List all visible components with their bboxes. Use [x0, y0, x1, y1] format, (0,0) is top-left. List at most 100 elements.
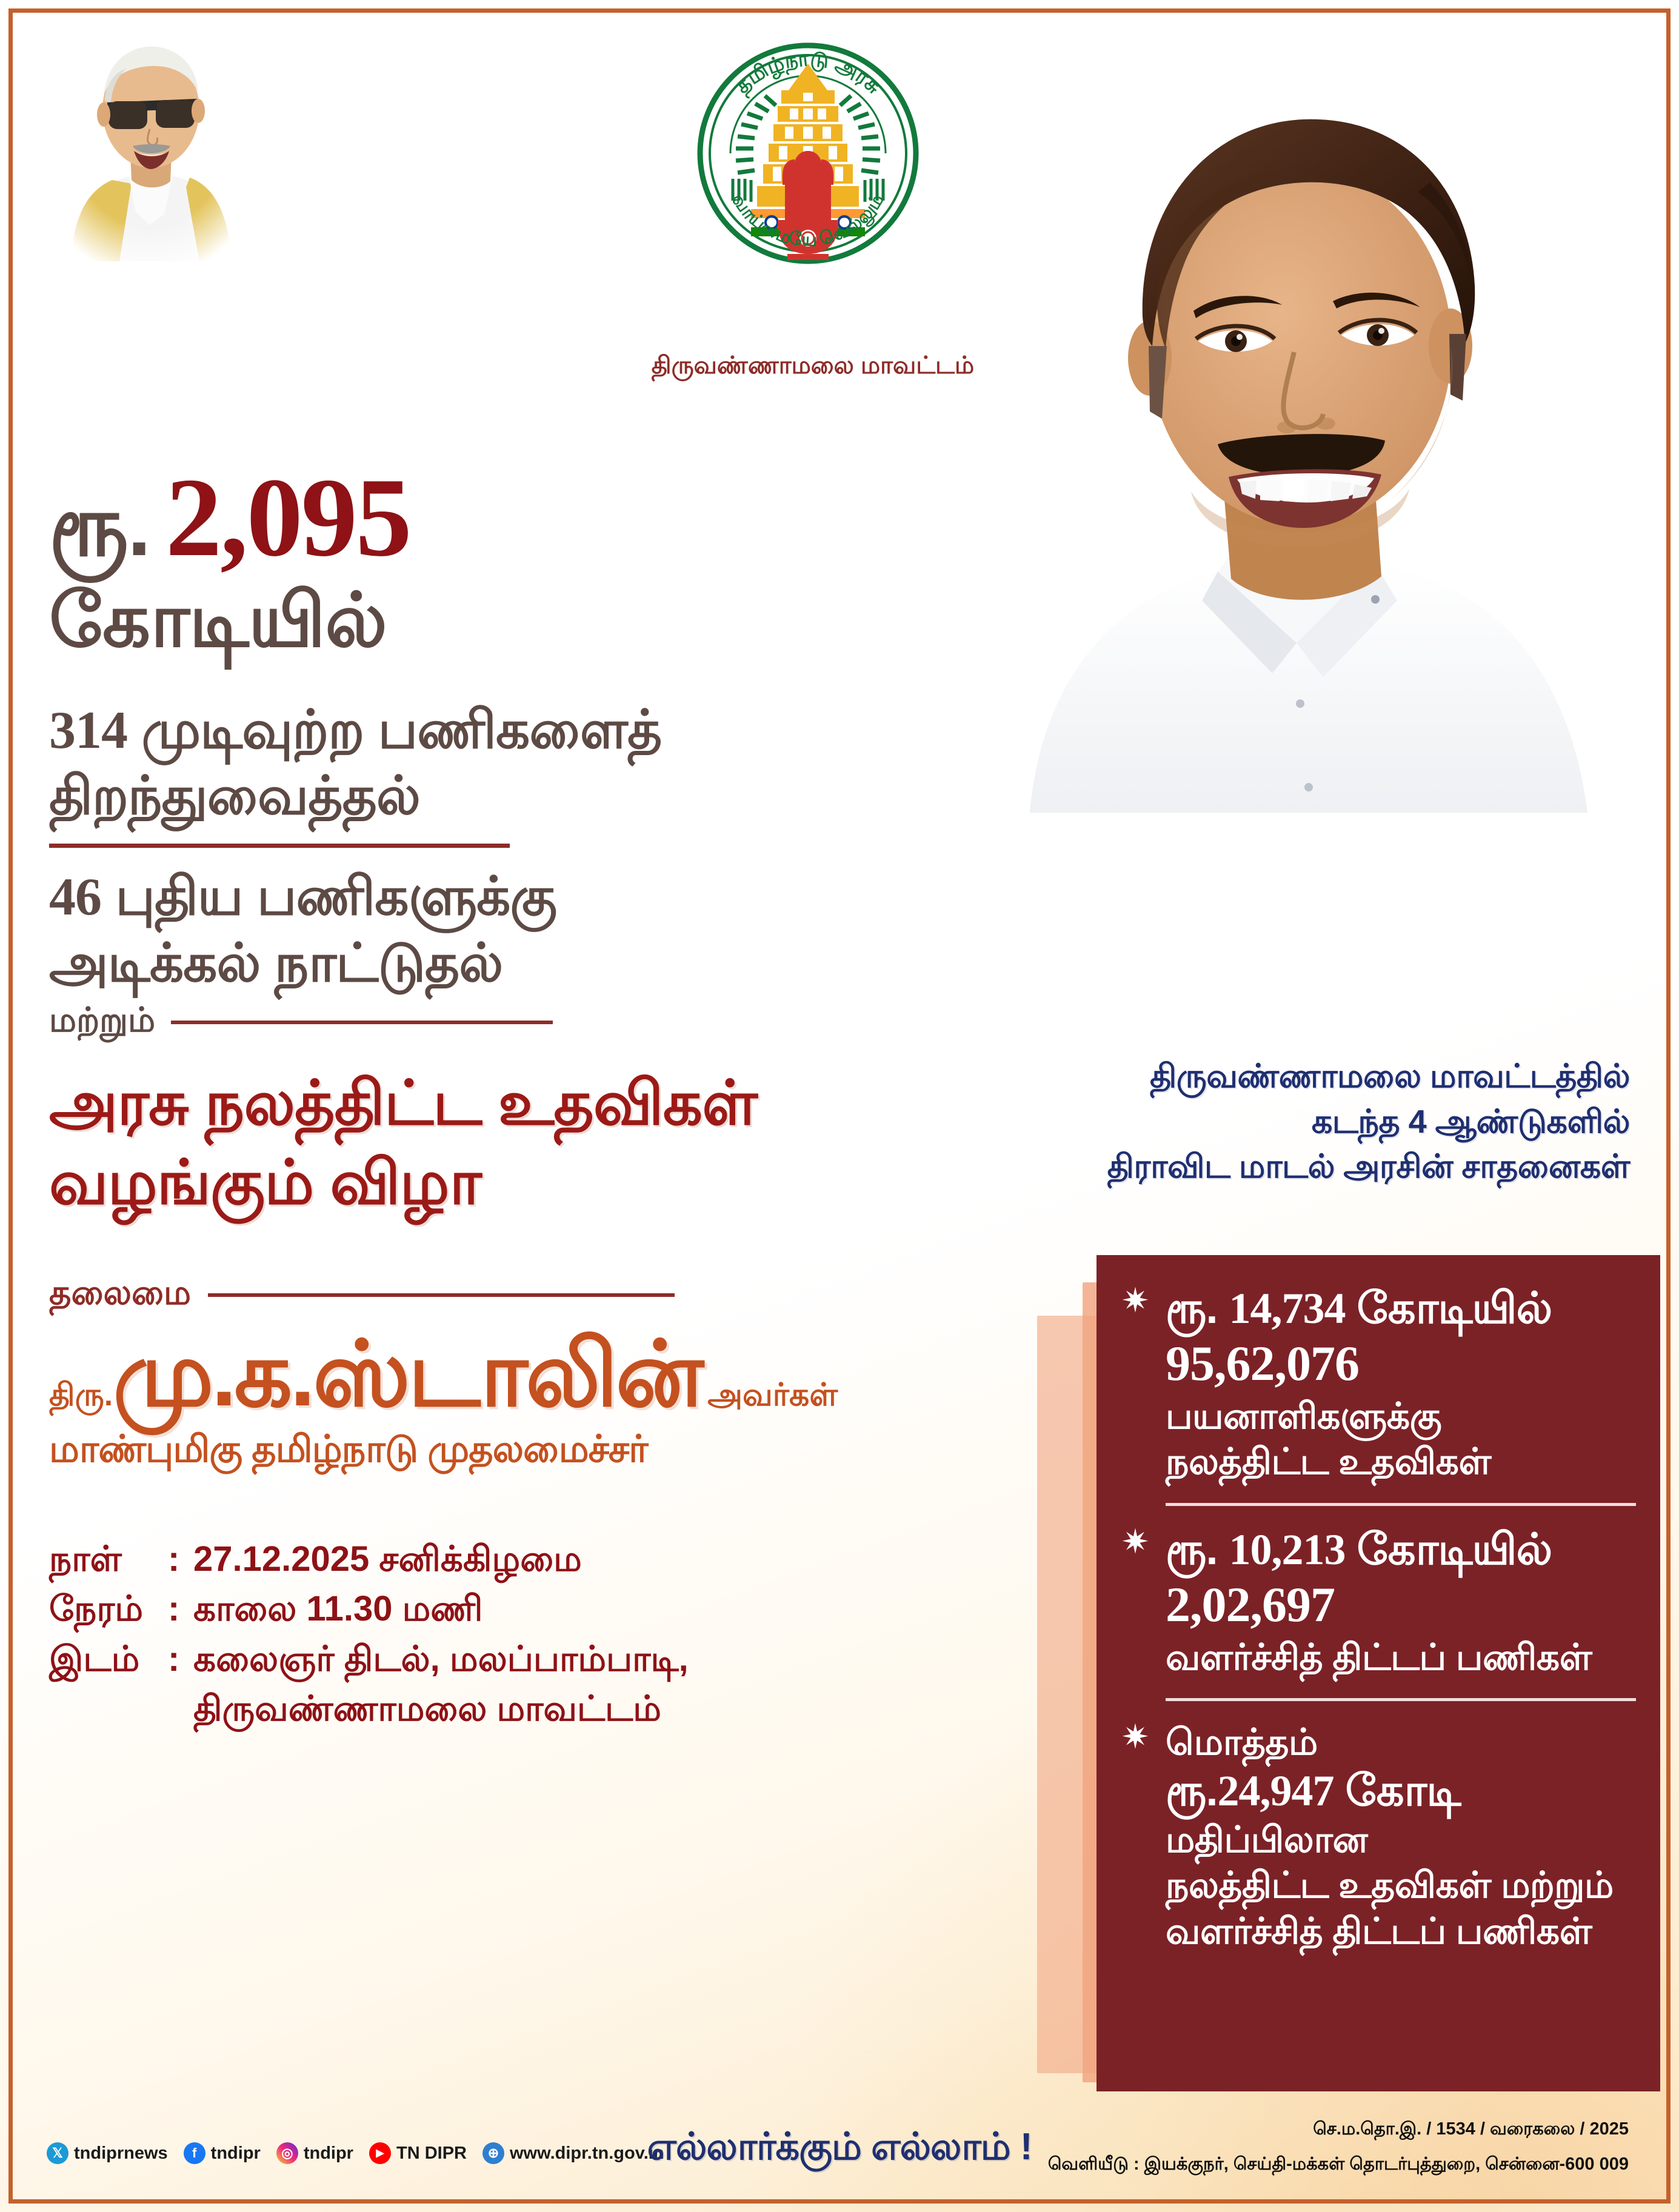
social-handle-youtube: TN DIPR: [396, 2143, 467, 2163]
stat-amount-suffix-3: கோடி: [1345, 1766, 1461, 1815]
stat-amount-line-3: ரூ.24,947 கோடி: [1166, 1765, 1636, 1817]
stat-rupee-prefix-1: ரூ.: [1166, 1284, 1218, 1333]
facebook-icon: f: [183, 2142, 205, 2164]
new-works-line2: அடிக்கல் நாட்டுதல்: [49, 932, 503, 993]
karunanidhi-portrait: [49, 25, 249, 261]
stat-amount-value-2: 10,213: [1229, 1525, 1346, 1574]
detail-key-time: நேரம்: [49, 1589, 144, 1629]
stat-count-1: 95,62,076: [1166, 1335, 1360, 1391]
crore-word: கோடியில்: [49, 579, 387, 662]
detail-colon-1: :: [168, 1539, 180, 1579]
social-item-youtube[interactable]: ▶ TN DIPR: [369, 2142, 467, 2164]
social-handle-instagram: tndipr: [303, 2143, 353, 2163]
detail-value-venue-line2: திருவண்ணாமலை மாவட்டம்: [193, 1689, 661, 1729]
poster-frame: தமிழ்நாடு அரசு வாய்மையே வெல்லும் திருவண்…: [8, 8, 1671, 2204]
detail-row-time: நேரம் : காலை 11.30 மணி: [49, 1584, 995, 1634]
stat-desc-3a: மதிப்பிலான: [1166, 1819, 1368, 1860]
chair-divider-row: தலைமை: [49, 1273, 995, 1317]
rupee-word: ரூ.: [49, 478, 151, 573]
detail-colon-3: :: [168, 1639, 180, 1679]
chair-label: தலைமை: [49, 1273, 192, 1312]
detail-row-date: நாள் : 27.12.2025 சனிக்கிழமை: [49, 1534, 995, 1584]
cm-name-suffix: அவர்கள்: [707, 1378, 838, 1413]
completed-works-line2: திறந்துவைத்தல்: [49, 765, 421, 825]
event-title-line1: அரசு நலத்திட்ட உதவிகள்: [49, 1068, 758, 1138]
star-bullet-icon-3: ✷: [1121, 1717, 1150, 1756]
stat-item-development: ✷ ரூ. 10,213 கோடியில் 2,02,697 வளர்ச்சித…: [1121, 1524, 1636, 1680]
stat-desc-3c: வளர்ச்சித் திட்டப் பணிகள்: [1166, 1910, 1592, 1951]
social-handle-website: www.dipr.tn.gov.in: [509, 2143, 664, 2163]
social-item-website[interactable]: ⊕ www.dipr.tn.gov.in: [482, 2142, 664, 2164]
instagram-icon: ◎: [276, 2142, 298, 2164]
detail-value-venue: கலைஞர் திடல், மலப்பாம்பாடி,: [193, 1639, 689, 1679]
stat-amount-value-1: 14,734: [1229, 1284, 1346, 1333]
youtube-icon: ▶: [369, 2142, 391, 2164]
detail-value-date: 27.12.2025 சனிக்கிழமை: [193, 1539, 582, 1579]
achievements-heading: திருவண்ணாமலை மாவட்டத்தில் கடந்த 4 ஆண்டுக…: [1018, 1054, 1631, 1190]
reference-code: செ.ம.தொ.இ. / 1534 / வரைகலை / 2025: [1313, 2119, 1629, 2139]
statistics-panel: ✷ ரூ. 14,734 கோடியில் 95,62,076 பயனாளிகள…: [1097, 1255, 1660, 2091]
new-works-line1: 46 புதிய பணிகளுக்கு: [49, 864, 995, 930]
cm-designation: மாண்புமிகு தமிழ்நாடு முதலமைச்சர்: [49, 1428, 649, 1471]
district-label-top: திருவண்ணாமலை மாவட்டம்: [651, 352, 975, 379]
stat-desc-1a: பயனாளிகளுக்கு: [1166, 1395, 1442, 1436]
star-bullet-icon-1: ✷: [1121, 1281, 1150, 1319]
detail-colon-2: :: [168, 1589, 180, 1629]
stat-amount-line-2: ரூ. 10,213 கோடியில்: [1166, 1524, 1636, 1576]
poster-tagline: எல்லார்க்கும் எல்லாம் !: [647, 2126, 1032, 2168]
stat-count-2: 2,02,697: [1166, 1576, 1335, 1632]
cm-name-row: திரு. மு.க.ஸ்டாலின் அவர்கள்: [49, 1328, 995, 1421]
stat-desc-3b: நலத்திட்ட உதவிகள் மற்றும்: [1166, 1865, 1614, 1906]
detail-row-venue: இடம் : கலைஞர் திடல், மலப்பாம்பாடி,: [49, 1634, 995, 1684]
stat-total-label: மொத்தம்: [1166, 1722, 1318, 1763]
stat-amount-line-1: ரூ. 14,734 கோடியில்: [1166, 1283, 1636, 1334]
tamilnadu-govt-emblem: தமிழ்நாடு அரசு வாய்மையே வெல்லும்: [675, 32, 941, 293]
cm-name-value: மு.க.ஸ்டாலின்: [113, 1323, 704, 1425]
poster-footer: 𝕏 tndiprnews f tndipr ◎ tndipr ▶ TN DIPR: [13, 2097, 1666, 2199]
stat-rupee-prefix-3: ரூ.: [1166, 1766, 1218, 1815]
social-item-instagram[interactable]: ◎ tndipr: [276, 2142, 353, 2164]
stat-item-total: ✷ மொத்தம் ரூ.24,947 கோடி மதிப்பிலான நலத்…: [1121, 1719, 1636, 1954]
website-icon: ⊕: [482, 2142, 504, 2164]
stat-desc-1b: நலத்திட்ட உதவிகள்: [1166, 1441, 1492, 1482]
social-handle-x: tndiprnews: [74, 2143, 168, 2163]
published-by-text: வெளியீடு : இயக்குநர், செய்தி-மக்கள் தொடர…: [1047, 2154, 1629, 2174]
divider-rule-3: [208, 1293, 675, 1297]
panel-divider-2: [1166, 1698, 1636, 1702]
completed-works-count: 314: [49, 701, 128, 760]
completed-works-text1: முடிவுற்ற பணிகளைத்: [141, 699, 662, 759]
completed-works-line1: 314 முடிவுற்ற பணிகளைத்: [49, 697, 995, 763]
star-bullet-icon-2: ✷: [1121, 1522, 1150, 1561]
stat-amount-suffix-2: கோடியில்: [1357, 1525, 1553, 1574]
total-amount-value: 2,095: [165, 455, 412, 580]
detail-key-venue: இடம்: [49, 1639, 140, 1679]
new-works-text1: புதிய பணிகளுக்கு: [115, 866, 557, 927]
new-works-count: 46: [49, 868, 102, 927]
event-details-block: நாள் : 27.12.2025 சனிக்கிழமை நேரம் : கால…: [49, 1534, 995, 1734]
achievements-heading-line3: திராவிட மாடல் அரசின் சாதனைகள்: [1107, 1148, 1631, 1185]
stat-amount-suffix-1: கோடியில்: [1357, 1284, 1553, 1333]
social-handle-facebook: tndipr: [210, 2143, 261, 2163]
stat-desc-2a: வளர்ச்சித் திட்டப் பணிகள்: [1166, 1636, 1592, 1677]
achievements-heading-line2: கடந்த 4 ஆண்டுகளில்: [1311, 1103, 1631, 1140]
event-title-line2: வழங்கும் விழா: [49, 1147, 482, 1217]
and-label: மற்றும்: [49, 1001, 156, 1039]
detail-value-time: காலை 11.30 மணி: [193, 1589, 483, 1629]
x-twitter-icon: 𝕏: [47, 2142, 68, 2164]
stat-item-welfare: ✷ ரூ. 14,734 கோடியில் 95,62,076 பயனாளிகள…: [1121, 1281, 1636, 1485]
stat-rupee-prefix-2: ரூ.: [1166, 1525, 1218, 1574]
chief-minister-portrait: [957, 31, 1642, 813]
stat-amount-value-3: 24,947: [1217, 1766, 1335, 1815]
panel-divider-1: [1166, 1502, 1636, 1506]
cm-name-prefix: திரு.: [49, 1378, 113, 1413]
left-content-column: ரூ. 2,095 கோடியில் 314 முடிவுற்ற பணிகளைத…: [49, 461, 995, 1734]
total-amount-row: ரூ. 2,095: [49, 461, 995, 574]
divider-rule-1: [49, 844, 510, 848]
social-item-facebook[interactable]: f tndipr: [183, 2142, 261, 2164]
social-item-x[interactable]: 𝕏 tndiprnews: [47, 2142, 168, 2164]
achievements-heading-line1: திருவண்ணாமலை மாவட்டத்தில்: [1149, 1058, 1631, 1094]
detail-key-date: நாள்: [49, 1539, 122, 1579]
social-handles-bar: 𝕏 tndiprnews f tndipr ◎ tndipr ▶ TN DIPR: [47, 2142, 664, 2164]
divider-rule-2: [171, 1020, 553, 1024]
